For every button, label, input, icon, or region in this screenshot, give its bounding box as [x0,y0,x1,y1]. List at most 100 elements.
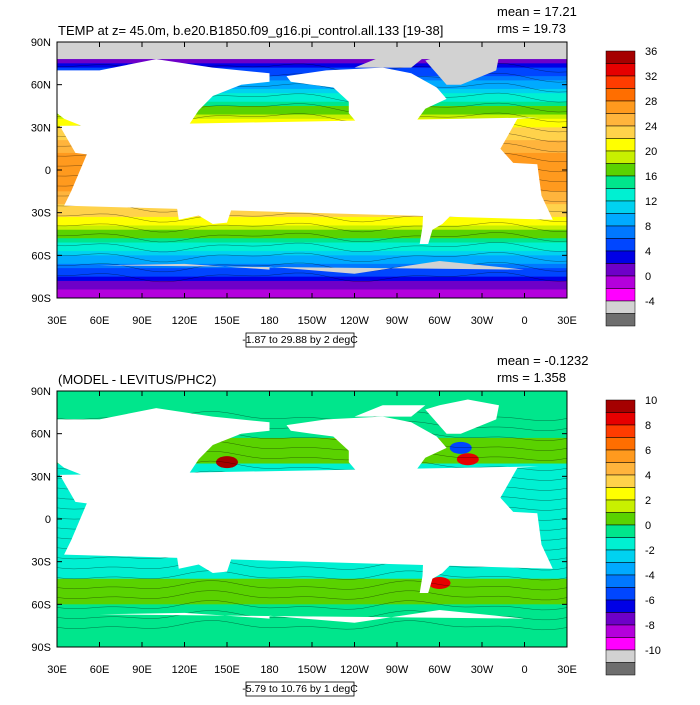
colorbar-swatch [605,662,636,676]
field-band [57,595,567,601]
lon-tick-label: 90E [132,664,152,676]
lon-tick-label: 180 [260,664,278,676]
land-namerica [286,67,447,159]
panel-title: TEMP at z= 45.0m, b.e20.B1850.f09_g16.pi… [58,23,443,38]
field-band [57,403,567,409]
land-india_se [149,141,164,168]
colorbar-swatch [605,412,636,426]
field-band [57,608,567,614]
field-band [57,59,567,64]
field-band [57,238,567,244]
field-band [57,446,567,452]
colorbar-label: 4 [645,470,651,482]
colorbar-swatch [605,250,636,264]
colorbar-label: -4 [645,296,655,308]
field-band [57,212,567,218]
lon-tick-label: 90E [132,315,152,327]
land-antarctica-wrap [0,261,15,298]
field-band [57,229,567,235]
colorbar-label: -6 [645,595,655,607]
colorbar-label: 28 [645,96,657,108]
colorbar-swatch [605,474,636,488]
colorbar-swatch [605,624,636,638]
panel-title: (MODEL - LEVITUS/PHC2) [58,372,216,387]
field-band [57,63,567,69]
field-band [57,591,567,597]
field-band [57,399,567,405]
colorbar-swatch [605,263,636,277]
colorbar-swatch [605,449,636,463]
colorbar-swatch [605,125,636,139]
field-band [57,280,567,286]
colorbar-swatch [605,75,636,89]
stat-rms: rms = 19.73 [497,21,566,36]
colorbar-swatch [605,649,636,663]
lat-tick-label: 60N [31,80,51,92]
colorbar-swatch [605,512,636,526]
colorbar-swatch [605,574,636,588]
colorbar-swatch [605,462,636,476]
map-area [0,391,567,647]
range-label-box [245,681,355,697]
colorbar-swatch [605,163,636,177]
lat-tick-label: 90N [31,386,51,398]
field-band [57,285,567,291]
lon-tick-label: 60E [90,315,110,327]
field-band [57,84,567,90]
colorbar-swatch [605,437,636,451]
land-antarctica-wrap [0,610,15,647]
lat-tick-label: 30N [31,122,51,134]
anomaly-blob [449,441,472,454]
colorbar-swatch [605,50,636,64]
contour-line [57,620,567,631]
colorbar-label: -8 [645,620,655,632]
field-band [57,634,567,640]
field-band [57,450,567,456]
range-label-box [245,332,355,348]
field-band [57,289,567,295]
contour-line [57,262,567,273]
field-band [57,88,567,94]
anomaly-blob [428,577,451,589]
colorbar-swatch [605,499,636,513]
land-eurasia [57,408,270,508]
field-band [57,97,567,103]
anomaly-blob [456,453,479,466]
colorbar-label: 8 [645,221,651,233]
lon-tick-label: 120W [340,664,369,676]
colorbar-label: -4 [645,570,655,582]
colorbar-label: 10 [645,395,657,407]
lat-tick-label: 30S [31,208,51,220]
field-band [57,416,567,422]
land-arctic_isl [354,405,426,417]
colorbar-swatch [605,100,636,114]
lat-tick-label: 90S [31,293,51,305]
field-band [57,583,567,588]
field-band [57,600,567,605]
field-band [57,467,567,473]
field-band [57,110,567,116]
anomaly-blob [216,456,238,469]
colorbar-swatch [605,399,636,413]
field-band [57,101,567,107]
lat-tick-label: 60N [31,429,51,441]
land-antarctica [99,261,525,298]
colorbar-swatch [605,238,636,252]
stat-rms: rms = 1.358 [497,370,566,385]
land-australia [176,534,232,573]
colorbar-swatch [605,213,636,227]
contour-line [57,222,567,233]
field-band [57,561,567,567]
field-band [57,621,567,627]
field-band [57,263,567,269]
land-samerica [409,152,475,244]
land-greenland [425,399,499,434]
colorbar-swatch [605,313,636,327]
colorbar-label: -2 [645,545,655,557]
field-band [57,259,567,265]
field-band [57,412,567,418]
field-band [57,638,567,644]
panel-1: 90N 60N 30N 0 30S 60S 90S 30E 60E 90E 120E 150E 180 1… [0,4,657,348]
